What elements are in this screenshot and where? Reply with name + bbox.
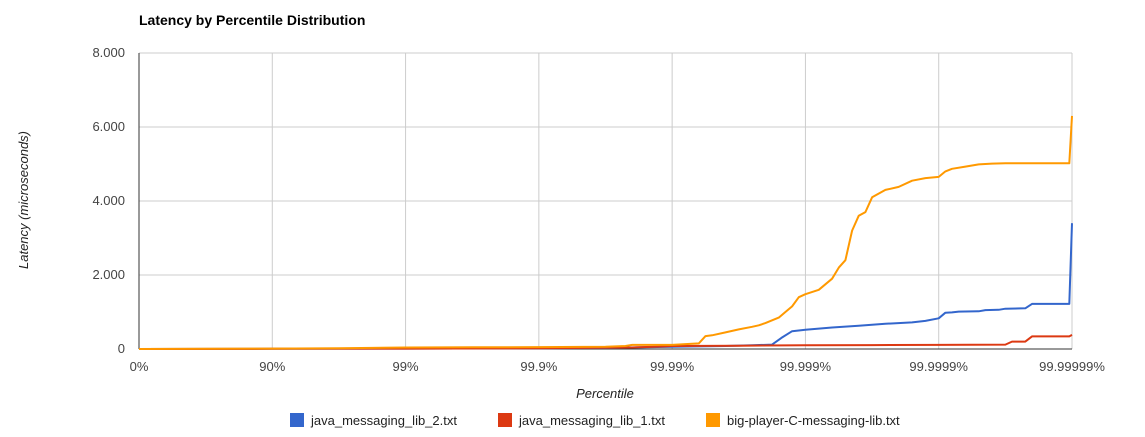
series-line-2 — [138, 334, 1073, 350]
x-tick-label: 99.99% — [650, 359, 695, 374]
series-line-1 — [138, 223, 1073, 350]
y-tick-label: 2.000 — [92, 267, 125, 282]
x-tick-label: 0% — [130, 359, 149, 374]
x-tick-label: 99.9% — [520, 359, 557, 374]
legend: java_messaging_lib_2.txt java_messaging_l… — [290, 413, 900, 428]
grid — [138, 52, 1073, 350]
tick-labels: 0% 90% 99% 99.9% 99.99% 99.999% 99.9999% 99.999… — [92, 45, 1105, 374]
legend-label: java_messaging_lib_2.txt — [310, 413, 457, 428]
x-tick-label: 90% — [259, 359, 285, 374]
y-tick-label: 0 — [118, 341, 125, 356]
legend-swatch — [706, 413, 720, 427]
series-lines — [138, 115, 1073, 350]
series-line-3 — [138, 115, 1073, 350]
legend-swatch — [290, 413, 304, 427]
x-tick-label: 99% — [393, 359, 419, 374]
y-tick-label: 6.000 — [92, 119, 125, 134]
legend-swatch — [498, 413, 512, 427]
y-tick-label: 8.000 — [92, 45, 125, 60]
y-axis-title: Latency (microseconds) — [16, 131, 31, 269]
legend-label: java_messaging_lib_1.txt — [518, 413, 665, 428]
x-tick-label: 99.99999% — [1039, 359, 1105, 374]
legend-label: big-player-C-messaging-lib.txt — [727, 413, 900, 428]
y-tick-label: 4.000 — [92, 193, 125, 208]
x-axis-title: Percentile — [576, 386, 634, 401]
chart-title: Latency by Percentile Distribution — [139, 12, 365, 28]
x-tick-label: 99.9999% — [909, 359, 968, 374]
x-tick-label: 99.999% — [780, 359, 832, 374]
